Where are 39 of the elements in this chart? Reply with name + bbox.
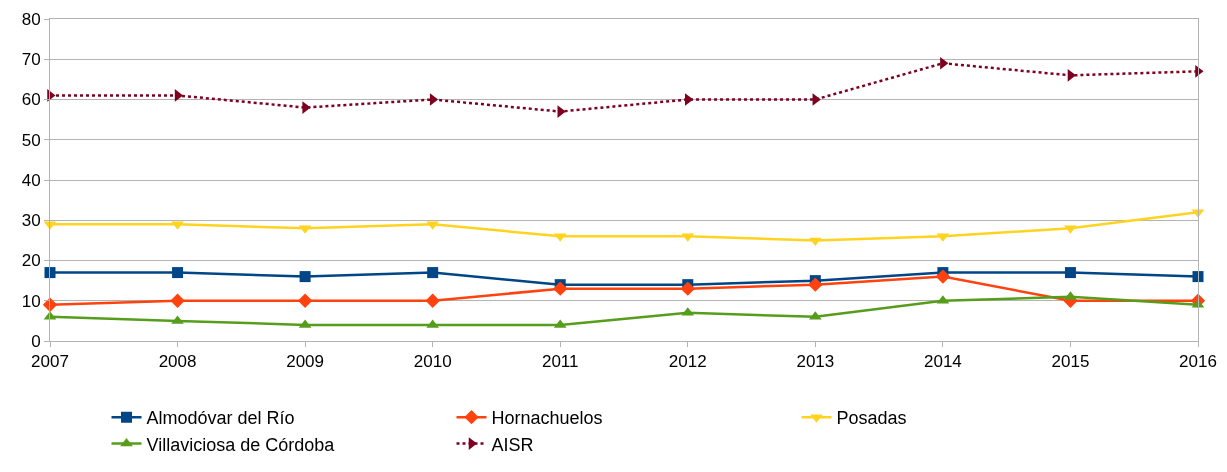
point [935,269,951,284]
legend-label: Villaviciosa de Córdoba [146,434,336,455]
y-tick-label: 60 [21,90,41,110]
x-tick-label: 2014 [923,352,962,372]
x-tick-label: 2008 [158,352,197,372]
point [299,271,311,283]
point [427,267,439,279]
x-tick-label: 2009 [286,352,325,372]
point [44,267,56,279]
y-tick-label: 70 [21,50,41,70]
x-tick-label: 2007 [31,352,69,372]
x-tick-label: 2010 [413,352,452,372]
legend-label: Posadas [836,408,907,429]
point [1064,267,1076,279]
x-tick-label: 2016 [1179,352,1217,372]
point [170,293,185,308]
x-tick-label: 2011 [541,352,579,372]
point [429,93,439,106]
legend-label: Hornachuelos [491,408,603,429]
point [553,281,568,296]
legend-label: AISR [491,434,534,455]
point [808,277,823,292]
x-tick-label: 2012 [668,352,707,372]
y-tick-label: 40 [21,170,41,190]
point [680,281,695,296]
y-tick-label: 30 [21,211,41,231]
point [297,293,313,308]
y-tick-label: 80 [21,9,41,29]
point [172,267,184,279]
point [425,293,440,308]
y-tick-label: 0 [31,331,41,351]
y-tick-label: 50 [21,130,41,150]
y-tick-label: 20 [21,251,41,271]
point [1192,271,1204,283]
y-tick-label: 10 [21,291,41,311]
point [174,89,184,102]
x-tick-label: 2013 [796,352,835,372]
legend-label: Almodóvar del Río [146,408,295,429]
x-tick-label: 2015 [1051,352,1090,372]
